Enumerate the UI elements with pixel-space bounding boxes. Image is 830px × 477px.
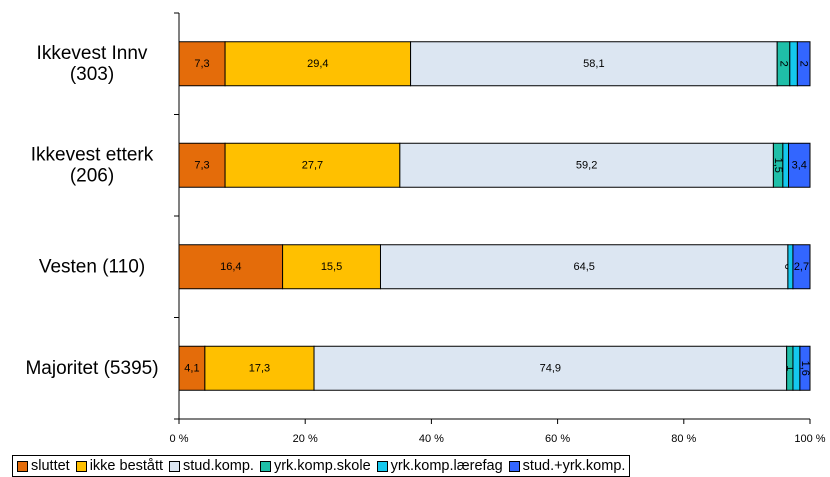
- x-tick-label: 80 %: [671, 433, 696, 445]
- x-tick-label: 60 %: [545, 433, 570, 445]
- data-label: 7,3: [194, 58, 209, 70]
- data-label: 59,2: [576, 159, 597, 171]
- data-label: 29,4: [307, 58, 328, 70]
- bar-segment-stud-yrk-komp-: [796, 41, 811, 87]
- legend-item: stud.komp.: [169, 458, 254, 474]
- data-label: 74,9: [540, 362, 561, 374]
- x-tick-label: 40 %: [419, 433, 444, 445]
- bar-segment-stud-komp-: [399, 142, 774, 188]
- legend-swatch: [508, 460, 520, 472]
- legend-item: sluttet: [17, 458, 70, 474]
- legend-swatch: [376, 460, 388, 472]
- x-tick-labels: 0 % 20 % 40 % 60 % 80 % 100 %: [170, 433, 826, 445]
- data-label: 1,5: [772, 158, 784, 173]
- legend-item: yrk.komp.skole: [259, 458, 371, 474]
- bars-layer: 7,3 29,4 58,1 2 2 7,3 27,7 59,2 1,5 3,4 16,4 15,5 64…: [178, 41, 811, 391]
- category-label: Majoritet (5395): [25, 358, 158, 379]
- legend-swatch: [17, 460, 28, 472]
- legend-label: ikke bestått: [89, 458, 164, 474]
- bar-segment-yrk-komp-l-refag: [787, 244, 794, 290]
- axes-layer: [174, 12, 811, 424]
- legend-swatch: [75, 460, 87, 472]
- category-label: (303): [70, 64, 114, 85]
- data-label: 15,5: [321, 261, 342, 273]
- category-label: Vesten (110): [39, 256, 145, 277]
- bar-segment-stud-yrk-komp-: [792, 244, 811, 290]
- bar-segment-stud-komp-: [379, 244, 789, 290]
- legend: sluttet ikke bestått stud.komp. yrk.komp.sk…: [12, 455, 631, 477]
- bar-segment-ikke-best-tt: [204, 345, 315, 391]
- data-label: 3,4: [792, 159, 807, 171]
- category-label: Ikkevest etterk: [31, 144, 154, 165]
- legend-label: stud.komp.: [183, 458, 254, 474]
- legend-item: yrk.komp.lærefag: [376, 458, 503, 474]
- legend-item: stud.+yrk.komp.: [508, 458, 626, 474]
- bar-segment-stud-yrk-komp-: [799, 345, 811, 391]
- data-label: 1: [784, 365, 796, 371]
- bar-segment-yrk-komp-l-refag: [782, 142, 790, 188]
- data-label: 27,7: [302, 159, 323, 171]
- data-label: 1,6: [799, 361, 811, 376]
- bar-segment-stud-komp-: [313, 345, 788, 391]
- data-label: 58,1: [583, 58, 604, 70]
- bar-segment-ikke-best-tt: [224, 142, 401, 188]
- data-label: 64,5: [573, 261, 594, 273]
- bar-segment-sluttet: [178, 41, 226, 87]
- data-label: 7,3: [194, 159, 209, 171]
- bar-segment-sluttet: [178, 244, 284, 290]
- legend-swatch: [259, 460, 271, 472]
- bar-segment-yrk-komp-l-refag: [789, 41, 798, 87]
- category-label: (206): [70, 165, 114, 186]
- data-label: 2: [798, 61, 810, 67]
- legend-item: ikke bestått: [75, 458, 164, 474]
- category-label: Ikkevest Innv: [37, 43, 148, 64]
- legend-label: stud.+yrk.komp.: [522, 458, 626, 474]
- data-label: 16,4: [220, 261, 241, 273]
- bar-segment-ikke-best-tt: [224, 41, 412, 87]
- category-labels: Ikkevest Innv(303) Ikkevest etterk(206) Ve…: [25, 43, 158, 379]
- x-tick-label: 100 %: [794, 433, 825, 445]
- legend-label: yrk.komp.lærefag: [390, 458, 503, 474]
- legend-label: yrk.komp.skole: [273, 458, 371, 474]
- data-label: 2,7: [794, 261, 809, 273]
- x-tick-label: 0 %: [170, 433, 189, 445]
- legend-swatch: [169, 460, 181, 472]
- bar-segment-ikke-best-tt: [282, 244, 381, 290]
- data-label: 17,3: [249, 362, 270, 374]
- x-tick-label: 20 %: [293, 433, 318, 445]
- bar-segment-stud-yrk-komp-: [788, 142, 811, 188]
- bar-segment-yrk-komp-l-refag: [792, 345, 801, 391]
- legend-label: sluttet: [31, 458, 70, 474]
- data-label: 2: [777, 61, 789, 67]
- bar-segment-stud-komp-: [410, 41, 778, 87]
- data-label: 4,1: [184, 362, 199, 374]
- stacked-bar-chart: 7,3 29,4 58,1 2 2 7,3 27,7 59,2 1,5 3,4 16,4 15,5 64…: [25, 12, 826, 445]
- bar-segment-sluttet: [178, 142, 226, 188]
